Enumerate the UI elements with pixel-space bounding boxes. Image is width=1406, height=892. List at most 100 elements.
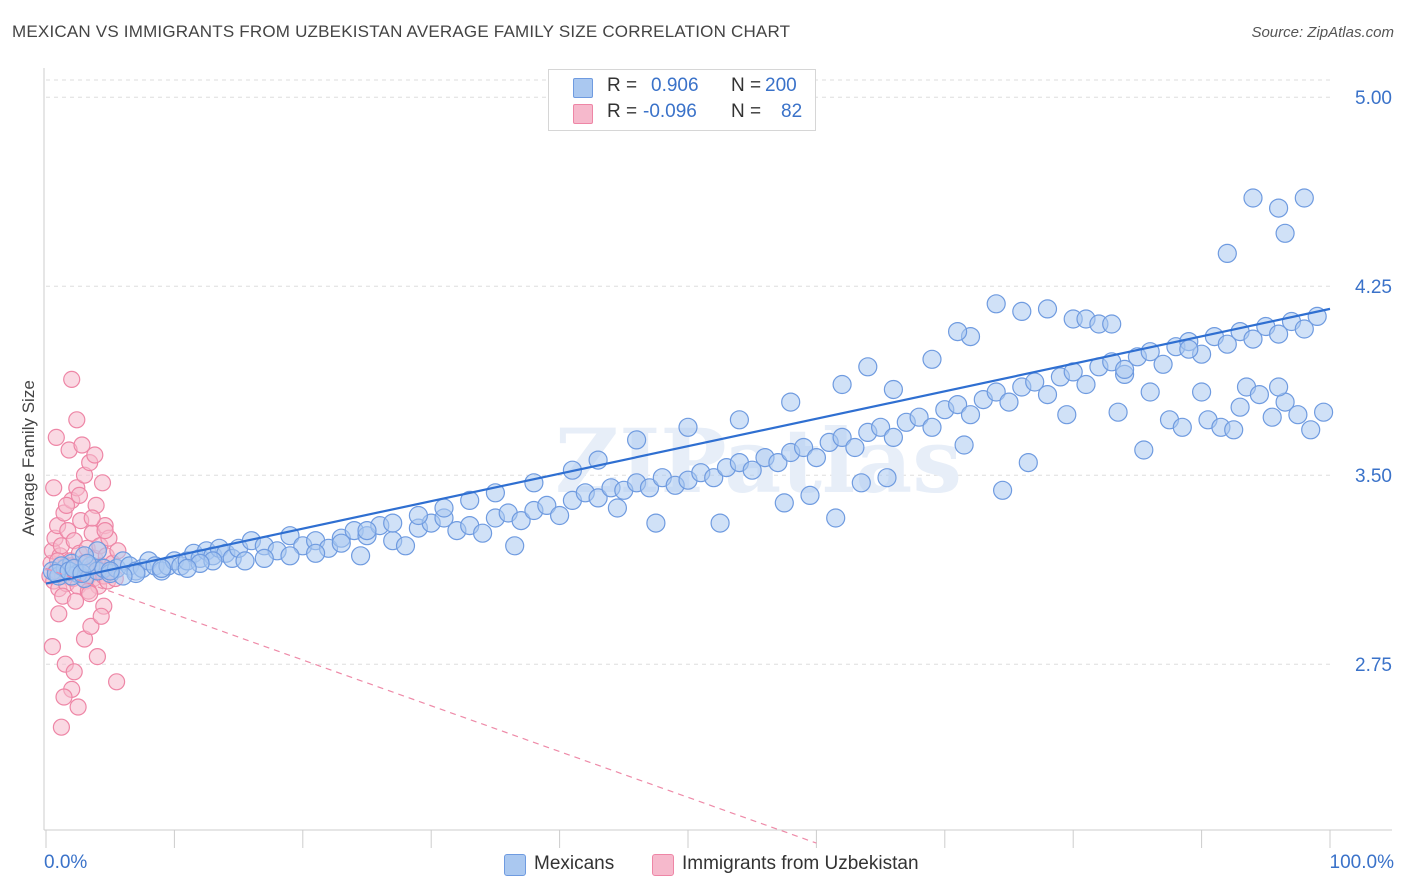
- point-mexicans: [1217, 243, 1237, 263]
- point-uzbekistan: [107, 673, 126, 691]
- point-mexicans: [986, 382, 1006, 402]
- trend-line-mexicans: [45, 307, 1331, 585]
- grid-lines: [46, 79, 1330, 665]
- point-uzbekistan: [52, 718, 71, 736]
- point-mexicans: [254, 548, 274, 569]
- point-mexicans: [832, 427, 852, 447]
- point-uzbekistan: [55, 688, 73, 706]
- point-mexicans: [1191, 382, 1212, 402]
- point-mexicans: [832, 374, 852, 395]
- legend-label: Immigrants from Uzbekistan: [682, 853, 919, 874]
- point-mexicans: [473, 523, 493, 543]
- y-tick-labels: 2.75 3.50 4.25 5.00: [1355, 88, 1392, 676]
- point-mexicans: [460, 490, 480, 510]
- point-uzbekistan: [93, 474, 112, 492]
- y-tick-label: 3.50: [1355, 466, 1392, 487]
- r-label: R =: [607, 101, 638, 122]
- point-mexicans: [1179, 339, 1199, 359]
- point-mexicans: [331, 533, 351, 553]
- point-mexicans: [999, 392, 1019, 412]
- axes: [43, 68, 1392, 848]
- point-mexicans: [1249, 385, 1270, 405]
- point-mexicans: [77, 553, 97, 574]
- point-mexicans: [704, 468, 724, 488]
- point-uzbekistan: [45, 479, 63, 497]
- point-mexicans: [806, 448, 827, 468]
- point-uzbekistan: [73, 436, 91, 454]
- point-mexicans: [588, 488, 608, 508]
- point-uzbekistan: [65, 663, 83, 681]
- point-mexicans: [851, 473, 871, 493]
- series-mexicans: [42, 188, 1334, 589]
- r-value: 0.906: [651, 75, 699, 96]
- x-tick-label-max: 100.0%: [1329, 852, 1394, 873]
- point-mexicans: [408, 505, 428, 526]
- point-mexicans: [1037, 385, 1058, 405]
- chart-title: MEXICAN VS IMMIGRANTS FROM UZBEKISTAN AV…: [12, 22, 791, 41]
- point-mexicans: [177, 558, 197, 579]
- point-uzbekistan: [66, 592, 85, 610]
- point-uzbekistan: [96, 521, 114, 540]
- point-mexicans: [870, 417, 891, 437]
- y-tick-label: 5.00: [1355, 88, 1392, 109]
- point-mexicans: [1037, 299, 1058, 319]
- point-uzbekistan: [92, 607, 110, 625]
- point-mexicans: [1275, 223, 1295, 243]
- legend-swatch-pink: [573, 104, 593, 124]
- point-mexicans: [1268, 377, 1289, 397]
- point-mexicans: [947, 395, 968, 415]
- series-legend: Mexicans Immigrants from Uzbekistan: [0, 852, 1406, 878]
- point-mexicans: [1102, 314, 1122, 334]
- n-value: 200: [765, 75, 797, 96]
- point-mexicans: [986, 294, 1006, 314]
- point-mexicans: [626, 430, 647, 450]
- point-mexicans: [883, 427, 904, 447]
- point-mexicans: [1153, 354, 1173, 374]
- point-mexicans: [1108, 402, 1128, 422]
- point-uzbekistan: [83, 509, 101, 527]
- point-mexicans: [922, 417, 942, 437]
- point-mexicans: [1018, 453, 1038, 473]
- point-mexicans: [1268, 198, 1289, 218]
- point-mexicans: [1268, 324, 1289, 344]
- point-mexicans: [1172, 417, 1192, 437]
- point-mexicans: [800, 485, 820, 505]
- y-tick-label: 4.25: [1355, 277, 1392, 298]
- point-uzbekistan: [88, 647, 107, 666]
- point-mexicans: [883, 379, 904, 400]
- point-uzbekistan: [63, 370, 81, 388]
- legend-swatch-blue: [573, 78, 593, 98]
- point-mexicans: [710, 513, 730, 533]
- point-uzbekistan: [69, 698, 87, 716]
- legend-label: Mexicans: [534, 853, 615, 874]
- legend-swatch-pink: [652, 854, 674, 876]
- point-mexicans: [1134, 440, 1154, 460]
- point-mexicans: [742, 460, 762, 480]
- n-label: N =: [731, 101, 762, 122]
- point-mexicans: [505, 536, 525, 556]
- point-mexicans: [639, 478, 660, 498]
- point-mexicans: [607, 498, 628, 518]
- chart-source: Source: ZipAtlas.com: [1251, 24, 1394, 41]
- point-uzbekistan: [57, 496, 76, 514]
- point-mexicans: [954, 435, 974, 455]
- point-uzbekistan: [86, 446, 104, 464]
- point-mexicans: [1076, 374, 1096, 395]
- point-mexicans: [511, 510, 531, 531]
- point-mexicans: [1313, 402, 1334, 422]
- point-mexicans: [781, 392, 801, 412]
- trend-lines: [45, 307, 1331, 844]
- point-mexicans: [1301, 420, 1321, 440]
- point-mexicans: [909, 407, 929, 427]
- point-mexicans: [306, 543, 326, 563]
- point-uzbekistan: [43, 637, 62, 656]
- point-mexicans: [235, 551, 255, 571]
- point-uzbekistan: [82, 617, 100, 636]
- y-tick-label: 2.75: [1355, 655, 1392, 676]
- n-value: 82: [781, 101, 803, 122]
- point-mexicans: [1217, 334, 1237, 354]
- x-tick-label-min: 0.0%: [44, 852, 88, 873]
- point-mexicans: [678, 417, 698, 437]
- r-label: R =: [607, 75, 638, 96]
